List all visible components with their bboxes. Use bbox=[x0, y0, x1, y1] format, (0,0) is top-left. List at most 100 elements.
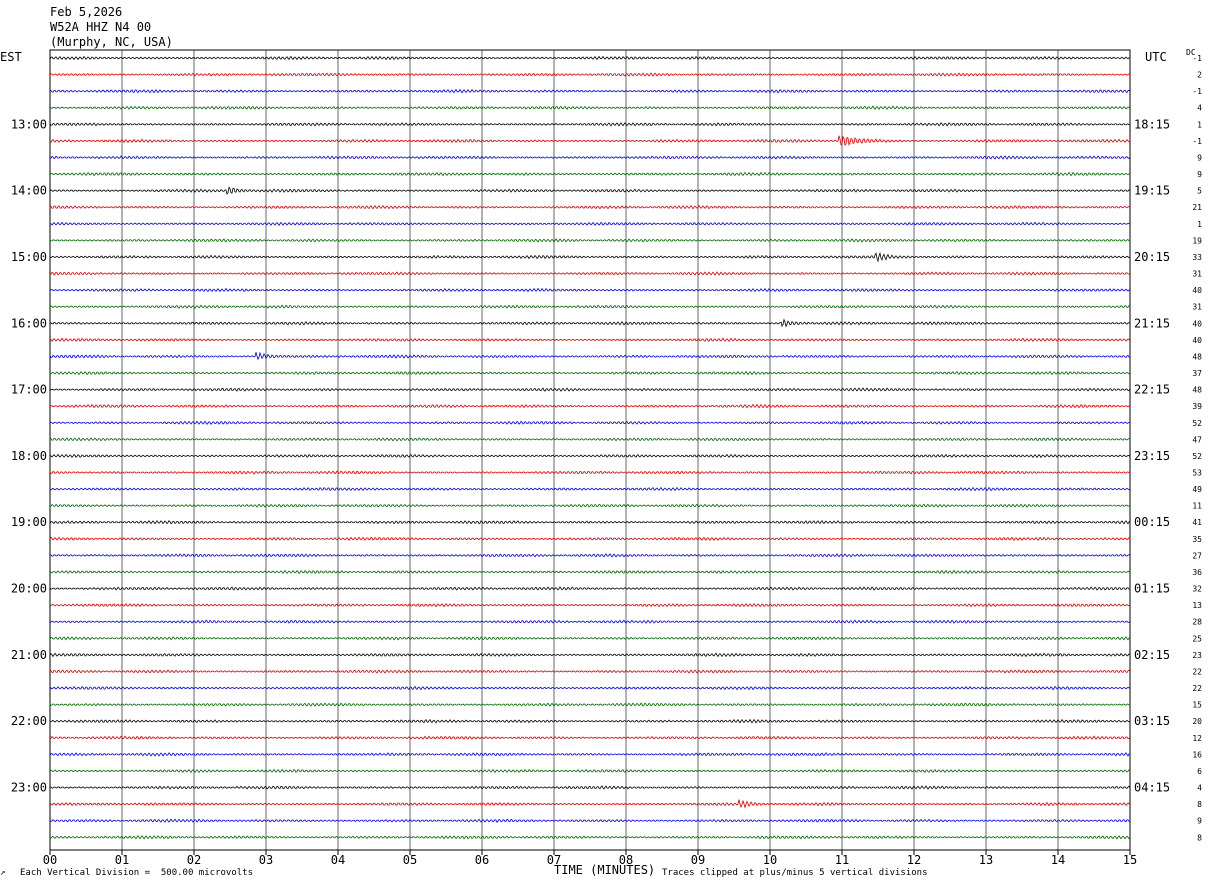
trace-line bbox=[49, 453, 1131, 459]
trace-line bbox=[49, 752, 1131, 757]
dc-offset-label: 49 bbox=[1192, 485, 1202, 494]
trace-line bbox=[49, 486, 1131, 492]
right-hour-label: 03:15 bbox=[1134, 714, 1170, 728]
right-hour-label: 04:15 bbox=[1134, 781, 1170, 795]
clip-note: Traces clipped at plus/minus 5 vertical … bbox=[662, 868, 928, 878]
trace-line bbox=[49, 88, 1131, 94]
trace-line bbox=[49, 619, 1131, 624]
dc-offset-label: 2 bbox=[1197, 71, 1202, 80]
dc-offset-label: 40 bbox=[1192, 336, 1202, 345]
trace-line bbox=[49, 519, 1131, 525]
dc-offset-label: 12 bbox=[1192, 734, 1202, 743]
trace-line bbox=[49, 602, 1131, 608]
dc-offset-label: 41 bbox=[1192, 518, 1202, 527]
dc-offset-label: 4 bbox=[1197, 104, 1202, 113]
dc-offset-label: 21 bbox=[1192, 203, 1202, 212]
dc-offset-label: 20 bbox=[1192, 717, 1202, 726]
dc-offset-label: 25 bbox=[1192, 634, 1202, 643]
header-station: W52A HHZ N4 00 bbox=[50, 20, 152, 34]
axis-labels: 00 01 02 03 04 05 06 07 08 09 10 11 12 13 14 15-12-141-… bbox=[11, 54, 1202, 867]
x-tick-label: 07 bbox=[547, 853, 561, 867]
trace-line bbox=[49, 702, 1131, 707]
dc-offset-label: 52 bbox=[1192, 452, 1202, 461]
trace-line bbox=[49, 403, 1131, 409]
trace-line bbox=[49, 337, 1131, 343]
x-axis-label: TIME (MINUTES) bbox=[554, 863, 656, 877]
dc-offset-label: -1 bbox=[1192, 137, 1202, 146]
x-tick-label: 12 bbox=[907, 853, 921, 867]
right-hour-label: 21:15 bbox=[1134, 316, 1170, 330]
left-hour-label: 18:00 bbox=[11, 449, 47, 463]
trace-line bbox=[49, 586, 1131, 591]
trace-line bbox=[49, 470, 1131, 475]
trace-line bbox=[49, 351, 1131, 361]
trace-line bbox=[49, 669, 1131, 674]
dc-offset-label: 37 bbox=[1192, 369, 1202, 378]
trace-line bbox=[49, 304, 1131, 310]
header-date: Feb 5,2026 bbox=[50, 5, 123, 19]
dc-offset-label: 48 bbox=[1192, 386, 1202, 395]
dc-offset-label: 15 bbox=[1192, 701, 1202, 710]
minute-grid bbox=[49, 49, 1131, 855]
trace-line bbox=[49, 238, 1131, 243]
seismic-traces bbox=[49, 55, 1131, 840]
x-tick-label: 09 bbox=[691, 853, 705, 867]
trace-line bbox=[49, 72, 1131, 77]
trace-line bbox=[49, 221, 1131, 227]
trace-line bbox=[49, 718, 1131, 724]
dc-offset-label: 4 bbox=[1197, 784, 1202, 793]
dc-offset-label: 1 bbox=[1197, 120, 1202, 129]
x-tick-label: 03 bbox=[259, 853, 273, 867]
dc-offset-label: 36 bbox=[1192, 568, 1202, 577]
right-hour-label: 19:15 bbox=[1134, 184, 1170, 198]
left-timezone-label: EST bbox=[0, 50, 22, 64]
trace-line bbox=[49, 553, 1131, 558]
left-hour-label: 17:00 bbox=[11, 383, 47, 397]
dc-offset-label: 48 bbox=[1192, 352, 1202, 361]
trace-line bbox=[49, 735, 1131, 741]
x-tick-label: 08 bbox=[619, 853, 633, 867]
trace-line bbox=[49, 105, 1131, 111]
corner-mark: ↗ bbox=[0, 868, 6, 878]
right-hour-label: 20:15 bbox=[1134, 250, 1170, 264]
left-hour-label: 14:00 bbox=[11, 184, 47, 198]
right-timezone-label: UTC bbox=[1145, 50, 1167, 64]
trace-line bbox=[49, 569, 1131, 575]
left-hour-label: 20:00 bbox=[11, 582, 47, 596]
plot-frame bbox=[49, 49, 1131, 851]
dc-offset-label: 16 bbox=[1192, 750, 1202, 759]
dc-offset-label: 53 bbox=[1192, 469, 1202, 478]
trace-line bbox=[49, 370, 1131, 376]
left-hour-label: 15:00 bbox=[11, 250, 47, 264]
trace-line bbox=[49, 171, 1131, 177]
vertical-scale-note: Each Vertical Division = 500.00 microvol… bbox=[20, 868, 253, 878]
x-tick-label: 01 bbox=[115, 853, 129, 867]
dc-offset-label: 22 bbox=[1192, 684, 1202, 693]
trace-line bbox=[49, 287, 1131, 293]
left-hour-label: 16:00 bbox=[11, 316, 47, 330]
dc-offset-label: 32 bbox=[1192, 585, 1202, 594]
trace-line bbox=[49, 652, 1131, 658]
trace-line bbox=[49, 799, 1131, 809]
dc-offset-label: 19 bbox=[1192, 236, 1202, 245]
dc-offset-label: 1 bbox=[1197, 220, 1202, 229]
dc-offset-label: -1 bbox=[1192, 87, 1202, 96]
trace-line bbox=[49, 636, 1131, 641]
x-tick-label: 13 bbox=[979, 853, 993, 867]
dc-offset-label: 52 bbox=[1192, 419, 1202, 428]
trace-line bbox=[49, 387, 1131, 392]
trace-line bbox=[49, 135, 1131, 147]
dc-offset-label: 6 bbox=[1197, 767, 1202, 776]
x-tick-label: 15 bbox=[1123, 853, 1137, 867]
trace-line bbox=[49, 835, 1131, 840]
dc-offset-label: 31 bbox=[1192, 270, 1202, 279]
dc-header: DC bbox=[1186, 48, 1196, 57]
right-hour-label: 02:15 bbox=[1134, 648, 1170, 662]
dc-offset-label: 11 bbox=[1192, 502, 1202, 511]
left-hour-label: 22:00 bbox=[11, 714, 47, 728]
dc-offset-label: 28 bbox=[1192, 618, 1202, 627]
dc-offset-label: 39 bbox=[1192, 402, 1202, 411]
x-tick-label: 10 bbox=[763, 853, 777, 867]
right-hour-label: 18:15 bbox=[1134, 117, 1170, 131]
